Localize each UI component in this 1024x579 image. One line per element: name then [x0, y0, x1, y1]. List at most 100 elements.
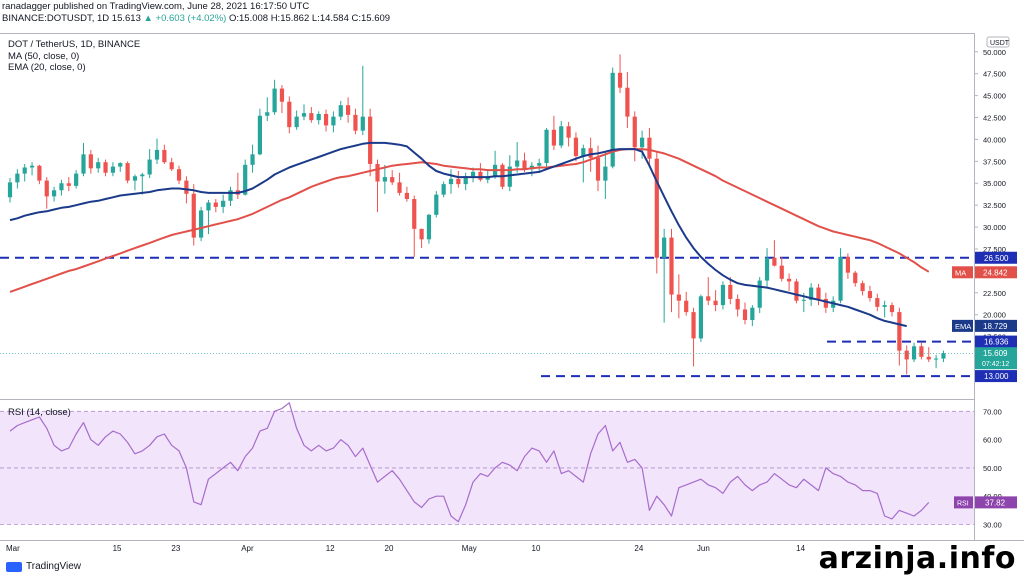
candle-body	[250, 154, 255, 165]
candle-body	[919, 346, 924, 357]
candle-body	[132, 176, 138, 181]
candle-body	[713, 300, 718, 306]
last-price: 15.613	[111, 13, 141, 24]
candle-body	[889, 305, 895, 313]
candle-body	[360, 116, 365, 131]
candle-body	[742, 309, 748, 320]
time-tick-label: 12	[326, 544, 335, 553]
candle-body	[37, 165, 42, 181]
price-tick-label: 40.000	[983, 135, 1006, 144]
candle-body	[206, 202, 211, 211]
candle-body	[331, 116, 336, 126]
candle-body	[309, 113, 314, 121]
candle-body	[581, 148, 586, 157]
candle-body	[199, 210, 204, 238]
candle-body	[860, 283, 865, 292]
candle-body	[88, 154, 93, 169]
candle-body	[448, 178, 454, 185]
level-price-label: 13.000	[984, 372, 1009, 381]
time-tick-label: 10	[532, 544, 541, 553]
candle-body	[875, 298, 880, 307]
tradingview-logo-icon	[6, 561, 22, 572]
publish-info: ranadagger published on TradingView.com,…	[2, 1, 310, 12]
candle-body	[573, 137, 579, 157]
candle-body	[603, 166, 608, 181]
candle-body	[522, 160, 527, 170]
candle-body	[764, 257, 770, 281]
candle-body	[867, 291, 873, 299]
candle-body	[147, 159, 152, 175]
candle-body	[566, 126, 571, 138]
candle-body	[368, 116, 373, 164]
candle-body	[404, 192, 409, 200]
time-tick-label: May	[462, 544, 477, 553]
candle-body	[882, 305, 887, 307]
candle-body	[640, 137, 645, 148]
candle-body	[301, 113, 307, 117]
candle-body	[507, 166, 512, 187]
candle-body	[213, 202, 218, 207]
candle-body	[110, 166, 115, 173]
price-tick-label: 47.500	[983, 70, 1006, 79]
candle-body	[625, 87, 630, 117]
candle-body	[96, 162, 101, 169]
time-tick-label: Jun	[697, 544, 710, 553]
candle-body	[801, 299, 806, 301]
level-price-box	[975, 335, 1017, 348]
candle-body	[103, 162, 108, 173]
candle-body	[647, 137, 652, 159]
candle-body	[15, 173, 20, 183]
candle-body	[728, 284, 733, 299]
candle-body	[595, 157, 601, 181]
ma50-line	[9, 148, 930, 293]
bar-countdown-label: 07:42:12	[982, 361, 1009, 368]
candle-body	[787, 278, 792, 282]
tradingview-brand: TradingView	[26, 561, 82, 572]
price-legend: DOT / TetherUS, 1D, BINANCE MA (50, clos…	[8, 39, 140, 74]
candle-body	[551, 129, 556, 146]
ema-price-box	[975, 319, 1017, 332]
candle-body	[779, 265, 784, 279]
ma-legend: MA (50, close, 0)	[8, 50, 80, 62]
candle-body	[74, 173, 79, 186]
rsi-line	[9, 402, 930, 523]
candle-body	[279, 88, 285, 102]
level-price-label: 26.500	[984, 254, 1009, 263]
candle-body	[456, 178, 461, 185]
candle-body	[316, 114, 321, 121]
current-price-label: 15.609	[983, 349, 1008, 358]
price-tick-label: 30.000	[983, 223, 1006, 232]
candle-body	[59, 183, 64, 191]
ma-price-box	[975, 266, 1017, 279]
candle-body	[184, 180, 189, 194]
rsi-value-box	[975, 496, 1017, 509]
candle-body	[662, 237, 667, 258]
candle-body	[794, 281, 799, 301]
candle-body	[287, 101, 292, 128]
price-pane-border	[0, 33, 974, 34]
price-change: ▲ +0.603 (+4.02%)	[143, 13, 227, 24]
price-tick-label: 50.000	[983, 48, 1006, 57]
candle-body	[809, 287, 814, 300]
ma-tag-label: MA	[955, 268, 966, 277]
candle-body	[559, 126, 564, 146]
tradingview-logo[interactable]: TradingView	[6, 561, 81, 572]
candle-body	[434, 194, 439, 215]
candle-body	[470, 171, 476, 177]
candle-body	[823, 298, 828, 308]
candle-body	[140, 174, 145, 177]
candle-body	[272, 88, 277, 113]
candle-body	[691, 312, 696, 339]
candle-body	[265, 112, 270, 116]
rsi-tick-label: 50.00	[983, 464, 1002, 473]
candle-body	[926, 356, 931, 360]
candle-body	[52, 190, 57, 197]
rsi-tick-label: 70.00	[983, 407, 1002, 416]
candle-body	[29, 165, 35, 168]
price-tick-label: 45.000	[983, 92, 1006, 101]
candle-body	[463, 176, 468, 185]
candle-body	[338, 105, 343, 117]
candle-body	[125, 163, 130, 181]
candle-body	[419, 228, 424, 240]
